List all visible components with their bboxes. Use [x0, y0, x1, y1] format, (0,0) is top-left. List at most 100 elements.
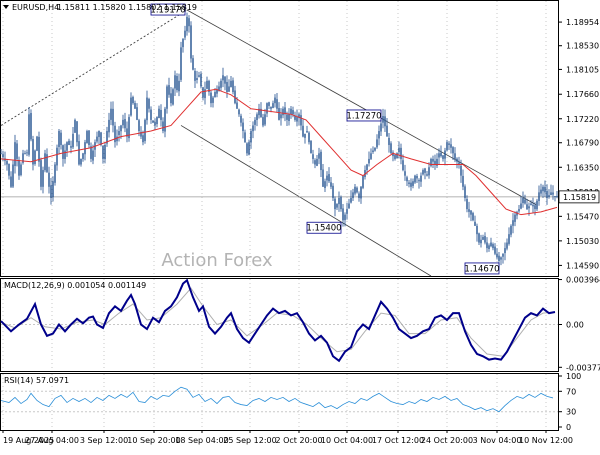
candle-body	[550, 192, 552, 196]
candle-body	[500, 257, 502, 260]
candle-body	[230, 80, 232, 88]
candle-body	[102, 145, 104, 159]
candle-body	[204, 89, 206, 99]
candle-body	[556, 195, 558, 197]
candle-body	[178, 80, 180, 92]
moving-average-line	[0, 88, 558, 216]
candle-body	[456, 158, 458, 162]
candle-body	[510, 225, 512, 235]
x-tick-label: 2 Oct 20:00	[275, 436, 322, 445]
candle-body	[346, 209, 348, 214]
candle-body	[396, 153, 398, 158]
candle-body	[244, 132, 246, 143]
candle-body	[78, 141, 80, 165]
candle-body	[442, 155, 444, 159]
macd-tick-label: 0.00	[566, 321, 584, 330]
candle-body	[414, 175, 416, 183]
candle-body	[190, 25, 192, 59]
candle-body	[142, 135, 144, 143]
candle-body	[512, 220, 514, 226]
candle-body	[84, 142, 86, 155]
candle-body	[42, 170, 44, 187]
candle-body	[324, 181, 326, 189]
candle-body	[152, 120, 154, 123]
candle-body	[114, 125, 116, 143]
macd-title: MACD(12,26,9) 0.001054 0.001149	[4, 281, 146, 290]
candle-body	[130, 97, 132, 116]
annotation-box	[150, 3, 186, 16]
candle-body	[54, 164, 56, 183]
candle-body	[64, 150, 66, 160]
candle-body	[8, 163, 10, 176]
candle-body	[546, 190, 548, 198]
candle-body	[80, 158, 82, 165]
candle-body	[488, 245, 490, 250]
candle-body	[332, 185, 334, 198]
candle-body	[416, 175, 418, 179]
x-tick-label: 19 Aug 2025	[3, 436, 54, 445]
candle-body	[336, 203, 338, 208]
x-tick-label: 24 Oct 20:00	[421, 436, 473, 445]
price-tick-label: 1.16790	[566, 139, 599, 148]
candle-body	[514, 214, 516, 222]
candle-body	[490, 242, 492, 247]
candle-body	[56, 147, 58, 166]
candle-body	[60, 132, 62, 145]
candle-body	[262, 117, 264, 126]
candle-body	[182, 39, 184, 48]
candle-body	[258, 108, 260, 116]
candle-body	[340, 197, 342, 210]
candle-body	[356, 187, 358, 193]
candle-body	[274, 97, 276, 104]
candle-body	[380, 123, 382, 132]
candle-body	[350, 197, 352, 203]
price-tick-label: 1.15470	[566, 212, 599, 221]
candle-body	[344, 214, 346, 221]
annotation-label: 1.15400	[306, 224, 341, 234]
candle-body	[406, 177, 408, 182]
candle-body	[544, 186, 546, 193]
candle-body	[196, 78, 198, 80]
candle-body	[112, 108, 114, 126]
candle-body	[278, 108, 280, 120]
candle-body	[2, 154, 4, 158]
candle-body	[536, 200, 538, 210]
x-tick-label: 10 Oct 04:00	[321, 436, 373, 445]
candle-body	[366, 164, 368, 171]
candle-body	[172, 89, 174, 105]
candle-body	[198, 75, 200, 77]
candle-body	[20, 164, 22, 176]
candle-body	[480, 239, 482, 244]
candle-body	[358, 193, 360, 198]
candle-body	[180, 47, 182, 80]
candle-body	[432, 158, 434, 162]
candle-body	[232, 80, 234, 92]
candle-body	[430, 158, 432, 166]
candle-body	[156, 117, 158, 125]
candle-body	[88, 130, 90, 145]
candle-body	[186, 16, 188, 32]
candle-body	[402, 160, 404, 171]
candle-body	[452, 147, 454, 154]
candle-body	[374, 147, 376, 151]
candle-body	[122, 119, 124, 126]
candle-body	[492, 244, 494, 249]
candle-body	[58, 131, 60, 147]
candle-body	[526, 204, 528, 210]
x-tick-label: 25 Sep 12:00	[223, 436, 276, 445]
candle-body	[100, 132, 102, 145]
candle-body	[450, 144, 452, 148]
candle-body	[32, 139, 34, 165]
candle-body	[422, 170, 424, 175]
candle-body	[420, 175, 422, 182]
x-tick-label: 3 Nov 04:00	[473, 436, 522, 445]
annotation-label: 1.14670	[464, 264, 499, 274]
candle-body	[334, 198, 336, 210]
candle-body	[282, 108, 284, 116]
candle-body	[462, 175, 464, 187]
rsi-line	[0, 386, 554, 413]
candle-body	[404, 171, 406, 176]
candle-body	[360, 186, 362, 199]
